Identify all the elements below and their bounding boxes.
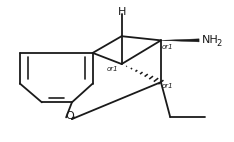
- Polygon shape: [161, 39, 199, 42]
- Text: or1: or1: [162, 44, 174, 50]
- Text: or1: or1: [162, 83, 174, 89]
- Text: or1: or1: [106, 66, 118, 72]
- Text: O: O: [65, 111, 74, 121]
- Text: H: H: [117, 7, 126, 17]
- Text: 2: 2: [216, 39, 222, 48]
- Text: NH: NH: [201, 35, 218, 45]
